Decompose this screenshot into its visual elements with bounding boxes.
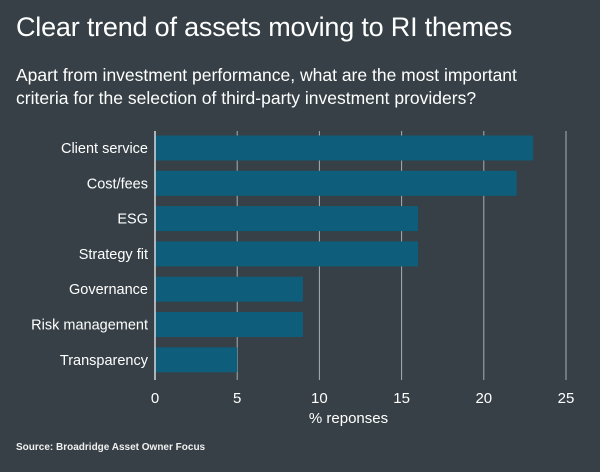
category-label: Risk management [31,318,148,334]
category-label: Strategy fit [79,247,148,263]
category-label: Client service [61,141,148,157]
category-label: Cost/fees [87,176,148,192]
bar [155,276,303,302]
category-label: ESG [117,212,148,228]
bar [155,206,419,232]
x-tick-label: 5 [233,390,241,407]
x-tick-label: 0 [151,390,159,407]
subtitle-line-2: criteria for the selection of third-part… [16,88,477,108]
x-tick-label: 20 [475,390,492,407]
x-axis-title: % reponses [309,410,388,427]
bar [155,241,419,267]
bar [155,312,303,337]
source-note: Source: Broadridge Asset Owner Focus [16,442,206,453]
x-tick-label: 25 [558,390,575,407]
bar [155,170,517,196]
x-tick-label: 10 [311,390,328,407]
category-label: Transparency [60,353,149,369]
x-tick-label: 15 [393,390,410,407]
chart-title: Clear trend of assets moving to RI theme… [16,12,513,42]
category-label: Governance [69,282,148,298]
subtitle-line-1: Apart from investment performance, what … [16,65,517,85]
bar [155,347,238,373]
chart-subtitle: Apart from investment performance, what … [16,64,591,110]
bar [155,135,534,161]
